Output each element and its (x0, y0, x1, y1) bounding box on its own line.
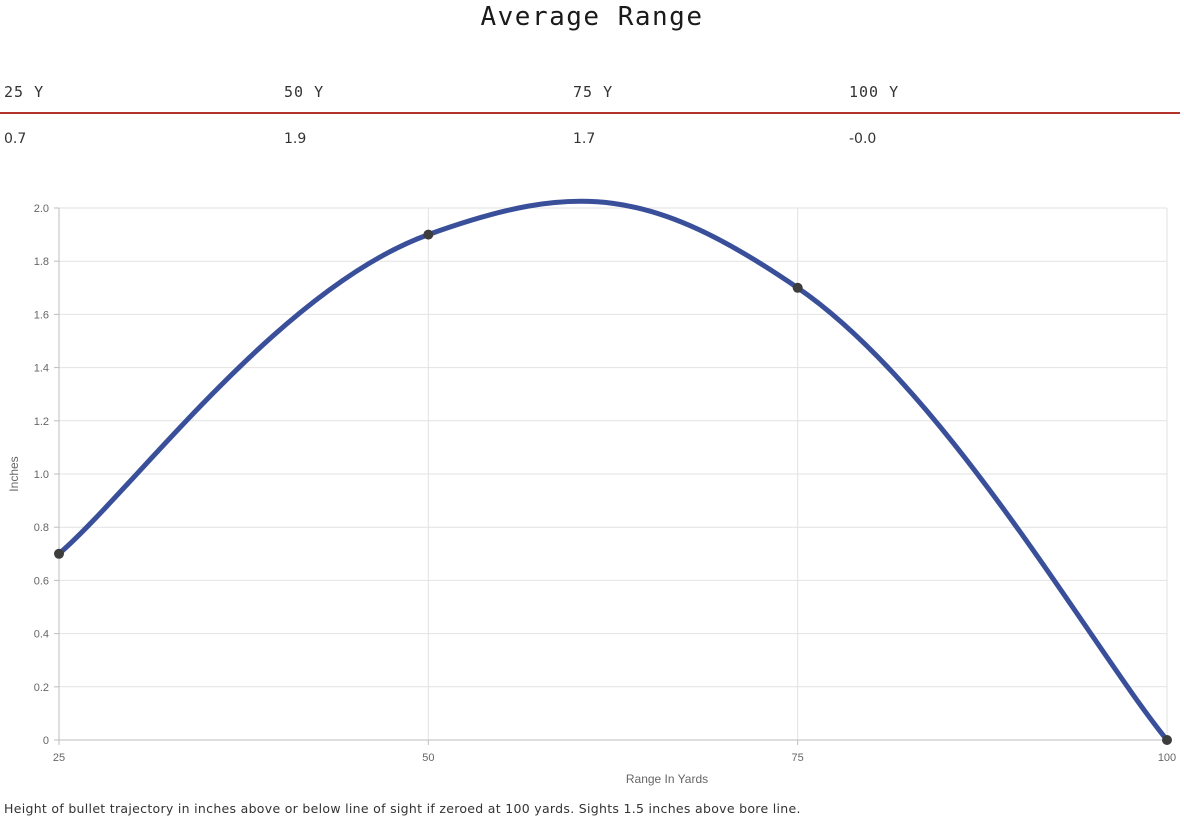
series-line (56, 198, 1170, 743)
y-tick-label: 0.8 (34, 522, 49, 534)
y-tick-label: 1.2 (34, 416, 49, 428)
range-header-75: 75 Y (573, 83, 614, 101)
data-point (54, 548, 64, 559)
range-value-100: -0.0 (849, 131, 877, 147)
range-header-100: 100 Y (849, 83, 900, 101)
trajectory-chart: 0 0.2 0.4 0.6 0.8 1.0 1.2 1.4 1.6 1.8 2.0 25 50 75 100… (7, 198, 1176, 786)
chart-footnote: Height of bullet trajectory in inches ab… (4, 801, 801, 816)
chart-title: Average Range (480, 2, 704, 32)
y-tick-label: 1.0 (34, 469, 49, 481)
y-axis-label: Inches (7, 456, 21, 491)
y-tick-label: 0 (43, 735, 49, 747)
range-table: 25 Y 50 Y 75 Y 100 Y 0.7 1.9 1.7 -0.0 (0, 76, 1180, 156)
data-point (1162, 735, 1172, 745)
y-tick-label: 0.2 (34, 682, 49, 694)
data-point (423, 229, 434, 240)
range-header-50: 50 Y (284, 83, 325, 101)
range-header-25: 25 Y (4, 83, 45, 101)
data-point (792, 282, 803, 293)
range-value-75: 1.7 (573, 131, 596, 147)
x-tick-label: 50 (422, 752, 434, 764)
range-table-value-row: 0.7 1.9 1.7 -0.0 (0, 114, 1180, 156)
range-value-50: 1.9 (284, 131, 307, 147)
y-tick-label: 0.6 (34, 575, 49, 587)
y-tick-label: 2.0 (34, 203, 49, 215)
x-tick-label: 75 (792, 752, 804, 764)
y-tick-label: 1.8 (34, 256, 49, 268)
x-tick-label: 100 (1158, 752, 1176, 764)
x-axis-label: Range In Yards (626, 772, 708, 786)
range-table-header-row: 25 Y 50 Y 75 Y 100 Y (0, 76, 1180, 114)
range-value-25: 0.7 (4, 131, 27, 147)
x-tick-label: 25 (53, 752, 65, 764)
y-tick-label: 0.4 (34, 629, 49, 641)
y-tick-label: 1.6 (34, 309, 49, 321)
y-tick-label: 1.4 (34, 363, 49, 375)
